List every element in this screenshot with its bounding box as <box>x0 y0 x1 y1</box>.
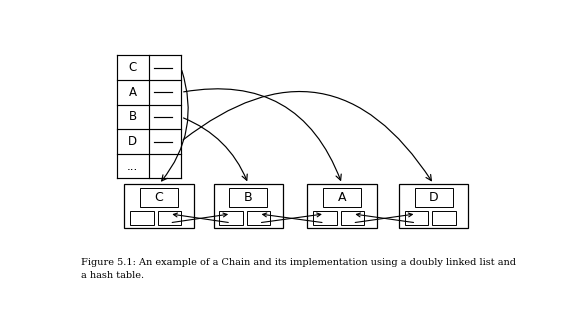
FancyBboxPatch shape <box>158 211 181 225</box>
Text: A: A <box>338 191 346 204</box>
FancyBboxPatch shape <box>432 211 456 225</box>
FancyBboxPatch shape <box>415 187 453 207</box>
FancyBboxPatch shape <box>229 187 267 207</box>
FancyBboxPatch shape <box>340 211 364 225</box>
Text: a hash table.: a hash table. <box>81 271 144 280</box>
Text: A: A <box>128 86 137 99</box>
FancyBboxPatch shape <box>130 211 154 225</box>
Text: C: C <box>155 191 164 204</box>
FancyBboxPatch shape <box>124 184 194 228</box>
FancyBboxPatch shape <box>247 211 271 225</box>
FancyBboxPatch shape <box>308 184 377 228</box>
FancyBboxPatch shape <box>214 184 283 228</box>
FancyBboxPatch shape <box>323 187 361 207</box>
FancyBboxPatch shape <box>399 184 468 228</box>
Text: ...: ... <box>127 160 138 173</box>
Text: B: B <box>128 111 137 124</box>
Text: B: B <box>244 191 253 204</box>
Text: C: C <box>128 61 137 74</box>
FancyBboxPatch shape <box>140 187 178 207</box>
FancyBboxPatch shape <box>404 211 428 225</box>
Text: Figure 5.1: An example of a Chain and its implementation using a doubly linked l: Figure 5.1: An example of a Chain and it… <box>81 258 516 267</box>
Text: D: D <box>429 191 438 204</box>
FancyBboxPatch shape <box>313 211 336 225</box>
Text: D: D <box>128 135 137 148</box>
FancyBboxPatch shape <box>219 211 243 225</box>
